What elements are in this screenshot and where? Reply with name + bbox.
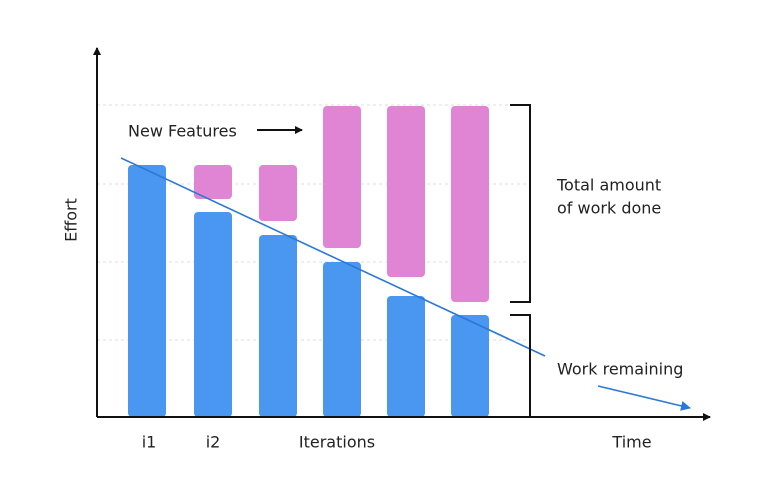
annotation: of work done xyxy=(557,199,661,218)
iteration-label: i2 xyxy=(206,433,221,452)
bar xyxy=(451,315,489,417)
bar xyxy=(387,106,425,277)
bar xyxy=(451,106,489,302)
x-axis-label: Time xyxy=(611,433,651,452)
remaining-bars xyxy=(128,165,489,417)
bracket xyxy=(510,104,531,303)
annotation: New Features xyxy=(128,122,237,141)
annotation: Work remaining xyxy=(557,360,683,379)
y-axis-label: Effort xyxy=(62,198,81,242)
feature-bars xyxy=(194,106,489,302)
trend-line xyxy=(120,157,546,357)
iterations-caption: Iterations xyxy=(299,433,375,452)
bar xyxy=(259,235,297,417)
bar xyxy=(194,212,232,417)
iteration-label: i1 xyxy=(142,433,157,452)
annotation: Total amount xyxy=(556,176,661,195)
bar xyxy=(323,262,361,417)
bar xyxy=(387,296,425,417)
trend-arrow xyxy=(597,385,691,411)
bar xyxy=(128,165,166,417)
bar xyxy=(259,165,297,221)
bar xyxy=(323,106,361,248)
bracket xyxy=(510,314,531,417)
bar xyxy=(194,165,232,199)
